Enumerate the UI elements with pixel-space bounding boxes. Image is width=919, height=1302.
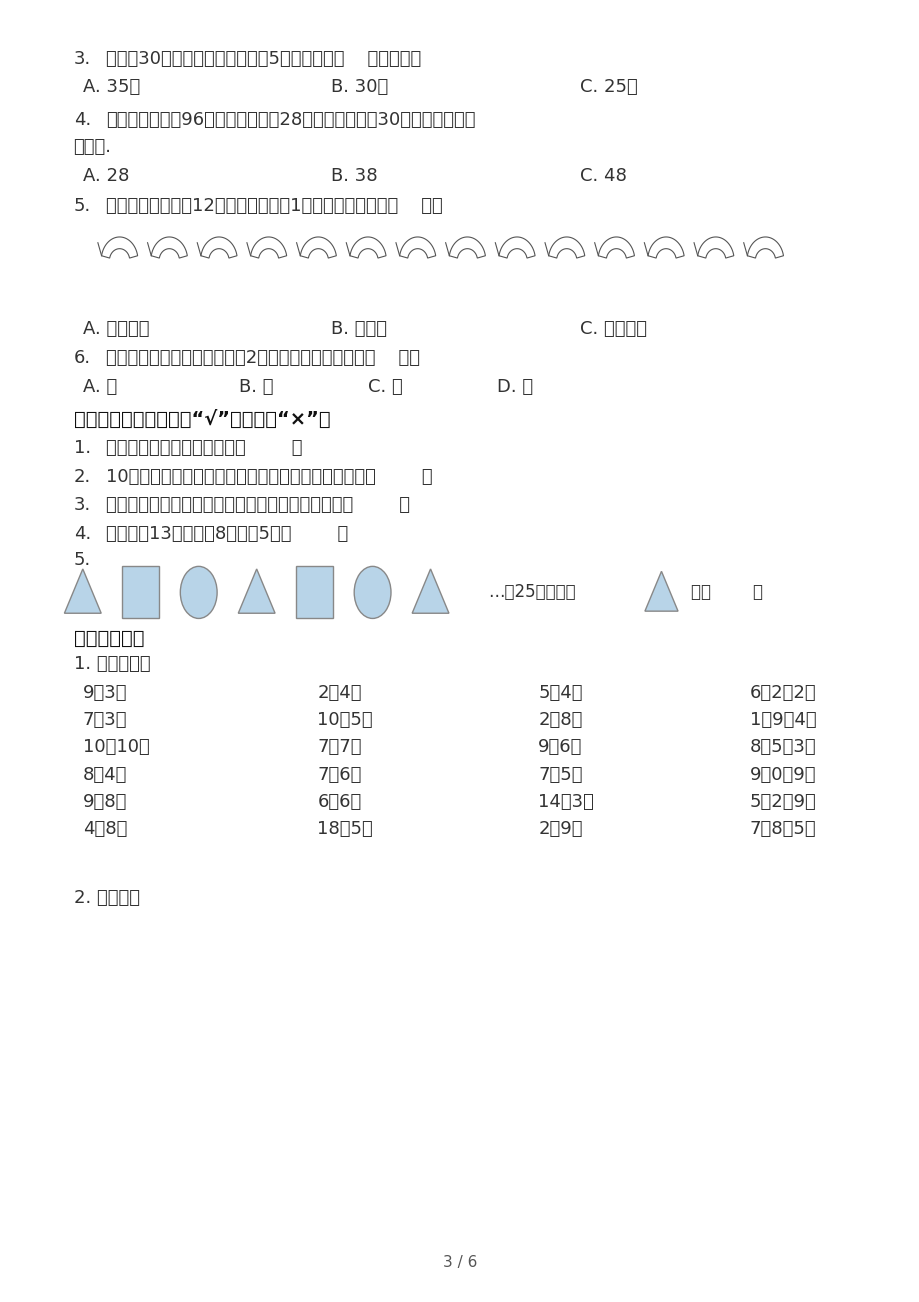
- Text: 4.: 4.: [74, 525, 91, 543]
- Text: 1.: 1.: [74, 439, 91, 457]
- Text: 6－2＋2＝: 6－2＋2＝: [749, 684, 815, 702]
- Text: 小红最30个苹果，小明比小红多5个，小明有（    ）个苹果。: 小红最30个苹果，小明比小红多5个，小明有（ ）个苹果。: [106, 49, 421, 68]
- Text: B. 38: B. 38: [331, 167, 378, 185]
- Text: 8＋5－3＝: 8＋5－3＝: [749, 738, 815, 756]
- Text: A. 六: A. 六: [83, 378, 117, 396]
- Text: A. 35个: A. 35个: [83, 78, 140, 96]
- Text: 3 / 6: 3 / 6: [442, 1255, 477, 1271]
- Text: 图书馆有故事杖96本，第一周借出28本，第二周借出30本，现在还有（: 图书馆有故事杖96本，第一周借出28本，第二周借出30本，现在还有（: [106, 111, 475, 129]
- Circle shape: [354, 566, 391, 618]
- Text: B. 日: B. 日: [239, 378, 274, 396]
- Text: 2＋9＝: 2＋9＝: [538, 820, 582, 838]
- Text: 。（        ）: 。（ ）: [690, 583, 762, 602]
- Text: 8－4＝: 8－4＝: [83, 766, 127, 784]
- Text: 5－2＋9＝: 5－2＋9＝: [749, 793, 816, 811]
- Text: 7＋5＝: 7＋5＝: [538, 766, 582, 784]
- Polygon shape: [412, 569, 448, 613]
- Text: C. 二: C. 二: [368, 378, 403, 396]
- FancyBboxPatch shape: [296, 566, 333, 618]
- Text: 原定星期一开运动会，现推迟2天开，开运动会是星期（    ）。: 原定星期一开运动会，现推迟2天开，开运动会是星期（ ）。: [106, 349, 419, 367]
- Text: 9＋6＝: 9＋6＝: [538, 738, 582, 756]
- Text: 2＋4＝: 2＋4＝: [317, 684, 361, 702]
- Text: 10－5＝: 10－5＝: [317, 711, 372, 729]
- Text: 7－6＝: 7－6＝: [317, 766, 361, 784]
- Polygon shape: [644, 572, 677, 611]
- Text: 3.: 3.: [74, 496, 91, 514]
- Text: 7＋7＝: 7＋7＝: [317, 738, 361, 756]
- Text: A. 28: A. 28: [83, 167, 129, 185]
- Text: 14＋3＝: 14＋3＝: [538, 793, 594, 811]
- Text: 2＋8＝: 2＋8＝: [538, 711, 582, 729]
- Text: 3.: 3.: [74, 49, 91, 68]
- Text: 2.: 2.: [74, 467, 91, 486]
- Text: 1＋9－4＝: 1＋9－4＝: [749, 711, 815, 729]
- Text: 6.: 6.: [74, 349, 91, 367]
- Text: 9－3＝: 9－3＝: [83, 684, 127, 702]
- Polygon shape: [64, 569, 101, 613]
- Text: B. 不够分: B. 不够分: [331, 320, 387, 339]
- Text: 9＋0－9＝: 9＋0－9＝: [749, 766, 815, 784]
- Text: 6＋6＝: 6＋6＝: [317, 793, 361, 811]
- Text: 10－10＝: 10－10＝: [83, 738, 150, 756]
- Text: 被减数是13，减数是8，差是5。（        ）: 被减数是13，减数是8，差是5。（ ）: [106, 525, 347, 543]
- Text: 9＋8＝: 9＋8＝: [83, 793, 127, 811]
- Text: C. 还有剩余: C. 还有剩余: [579, 320, 646, 339]
- Text: 1. 我会计算。: 1. 我会计算。: [74, 655, 150, 673]
- Text: B. 30个: B. 30个: [331, 78, 388, 96]
- Text: …第25个应该是: …第25个应该是: [488, 583, 575, 602]
- Text: A. 正好分完: A. 正好分完: [83, 320, 149, 339]
- Text: 从左边数起第三位是百位．（        ）: 从左边数起第三位是百位．（ ）: [106, 439, 302, 457]
- Text: 5.: 5.: [74, 551, 91, 569]
- Text: C. 48: C. 48: [579, 167, 626, 185]
- Text: ）本书.: ）本书.: [74, 138, 111, 156]
- Text: 7＋8－5＝: 7＋8－5＝: [749, 820, 815, 838]
- Text: 大三角板上的直角比小三角板上的直角大，对吗？（        ）: 大三角板上的直角比小三角板上的直角大，对吗？（ ）: [106, 496, 409, 514]
- Circle shape: [180, 566, 217, 618]
- Text: 10枚一分硬币和一张一角纸币可以买同样多的物品。（        ）: 10枚一分硬币和一张一角纸币可以买同样多的物品。（ ）: [106, 467, 432, 486]
- Text: 4.: 4.: [74, 111, 91, 129]
- Text: 四、计算题。: 四、计算题。: [74, 629, 144, 647]
- Text: 7＋3＝: 7＋3＝: [83, 711, 127, 729]
- Text: C. 25个: C. 25个: [579, 78, 637, 96]
- Polygon shape: [238, 569, 275, 613]
- Text: 三、判断正误，对的打“√”，错的打“×”。: 三、判断正误，对的打“√”，错的打“×”。: [74, 410, 330, 428]
- Text: 4＋8＝: 4＋8＝: [83, 820, 127, 838]
- Text: 5＋4＝: 5＋4＝: [538, 684, 582, 702]
- Text: 5.: 5.: [74, 197, 91, 215]
- Text: 把下面的香蕉分昩12个小朋友，每人1根，结果怎么样？（    ）。: 把下面的香蕉分昩12个小朋友，每人1根，结果怎么样？（ ）。: [106, 197, 442, 215]
- Text: 18－5＝: 18－5＝: [317, 820, 373, 838]
- Text: 2. 我会算。: 2. 我会算。: [74, 889, 140, 907]
- FancyBboxPatch shape: [122, 566, 159, 618]
- Text: D. 三: D. 三: [496, 378, 532, 396]
